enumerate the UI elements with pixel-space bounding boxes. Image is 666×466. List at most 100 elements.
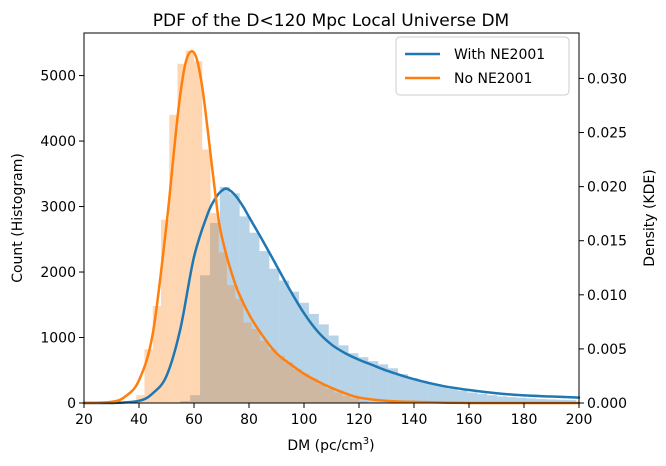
hist-bar-no-ne2001 [185,50,194,403]
hist-bar-no-ne2001 [268,349,277,403]
hist-bar-with-ne2001 [180,401,191,403]
hist-bar-no-ne2001 [235,298,244,403]
x-tick-label: 20 [75,412,93,428]
hist-bar-with-ne2001 [487,395,498,403]
hist-bar-no-ne2001 [334,392,343,403]
hist-bar-with-ne2001 [417,380,428,403]
histogram-with-ne2001 [180,186,577,403]
y-right-tick-label: 0.015 [587,234,627,250]
hist-bar-no-ne2001 [301,373,310,403]
hist-bar-no-ne2001 [260,340,269,403]
y-right-tick-label: 0.005 [587,342,627,358]
hist-bar-with-ne2001 [536,399,547,403]
hist-bar-with-ne2001 [318,324,329,403]
hist-bar-with-ne2001 [467,392,478,403]
y-axis-left-ticks: 0 1000 2000 3000 4000 5000 [40,69,84,412]
x-axis-title-end: ) [369,438,374,454]
hist-bar-with-ne2001 [229,193,240,403]
hist-bar-with-ne2001 [269,268,280,403]
legend-label-no-ne2001: No NE2001 [454,71,532,87]
hist-bar-with-ne2001 [457,390,468,403]
hist-bar-no-ne2001 [309,378,318,403]
hist-bar-with-ne2001 [388,368,399,403]
y-right-tick-label: 0.020 [587,180,627,196]
hist-bar-with-ne2001 [407,378,418,403]
x-tick-label: 180 [511,412,538,428]
hist-bar-no-ne2001 [136,395,145,403]
hist-bar-no-ne2001 [218,252,227,403]
x-tick-label: 140 [401,412,428,428]
hist-bar-no-ne2001 [169,114,178,404]
hist-bar-with-ne2001 [506,397,517,403]
hist-bar-no-ne2001 [210,213,219,403]
hist-bar-with-ne2001 [546,399,557,403]
hist-bar-with-ne2001 [477,393,488,403]
hist-bar-no-ne2001 [284,362,293,403]
x-tick-label: 80 [240,412,258,428]
hist-bar-with-ne2001 [299,302,309,403]
x-tick-label: 40 [130,412,148,428]
y-left-tick-label: 4000 [40,134,76,150]
y-right-tick-label: 0.030 [587,71,627,87]
hist-bar-with-ne2001 [398,374,408,403]
hist-bar-no-ne2001 [276,355,285,403]
hist-bar-with-ne2001 [239,216,250,403]
plot-frame [83,32,580,404]
hist-bar-no-ne2001 [359,401,368,403]
hist-bar-with-ne2001 [219,186,230,403]
chart-title: PDF of the D<120 Mpc Local Universe DM [153,11,509,31]
y-left-tick-label: 0 [67,396,76,412]
hist-bar-with-ne2001 [209,222,220,403]
hist-bar-no-ne2001 [251,329,260,403]
hist-bar-with-ne2001 [368,361,379,403]
histogram-no-ne2001 [128,50,368,404]
x-tick-label: 120 [346,412,373,428]
hist-bar-with-ne2001 [358,357,369,403]
kde-lines [82,50,581,405]
hist-bar-with-ne2001 [566,400,577,403]
y-axis-right-title: Density (KDE) [642,169,658,266]
hist-bar-no-ne2001 [227,285,236,403]
y-left-tick-label: 3000 [40,200,76,216]
hist-bar-with-ne2001 [308,313,319,403]
hist-bar-no-ne2001 [243,322,252,403]
hist-bar-with-ne2001 [200,275,210,403]
y-left-tick-label: 5000 [40,69,76,85]
hist-bar-with-ne2001 [338,345,349,403]
hist-bar-with-ne2001 [378,364,389,403]
hist-bar-with-ne2001 [516,397,527,403]
y-right-tick-label: 0.000 [587,396,627,412]
hist-bar-no-ne2001 [152,306,161,403]
hist-bar-no-ne2001 [161,219,170,403]
y-axis-right-ticks: 0.000 0.005 0.010 0.015 0.020 0.025 0.030 [579,71,627,412]
y-axis-left-title: Count (Histogram) [10,153,26,283]
hist-bar-with-ne2001 [497,396,507,403]
hist-bar-no-ne2001 [194,61,203,403]
y-right-tick-label: 0.010 [587,288,627,304]
hist-bar-with-ne2001 [526,398,537,403]
y-left-tick-label: 1000 [40,331,76,347]
hist-bar-no-ne2001 [144,349,153,403]
hist-bar-with-ne2001 [348,353,359,403]
hist-bar-no-ne2001 [202,149,211,403]
hist-bar-with-ne2001 [447,388,458,403]
x-tick-label: 200 [566,412,593,428]
hist-bar-no-ne2001 [177,63,186,404]
hist-bar-with-ne2001 [259,251,270,403]
hist-bar-with-ne2001 [437,385,448,403]
legend-box [395,36,570,96]
y-right-tick-label: 0.025 [587,126,627,142]
hist-bar-with-ne2001 [556,399,567,403]
x-axis-ticks: 20 40 60 80 100 120 140 160 180 200 [75,403,592,428]
x-tick-label: 160 [456,412,483,428]
hist-bar-no-ne2001 [350,398,359,403]
kde-line-no-ne2001 [82,50,581,405]
x-axis-title: DM (pc/cm3) [287,436,374,454]
x-tick-label: 60 [185,412,203,428]
x-axis-title-superscript: 3 [363,436,369,447]
legend: With NE2001 No NE2001 [395,36,570,96]
hist-bar-with-ne2001 [190,395,201,403]
hist-bar-with-ne2001 [249,232,260,403]
legend-label-with-ne2001: With NE2001 [454,47,545,63]
